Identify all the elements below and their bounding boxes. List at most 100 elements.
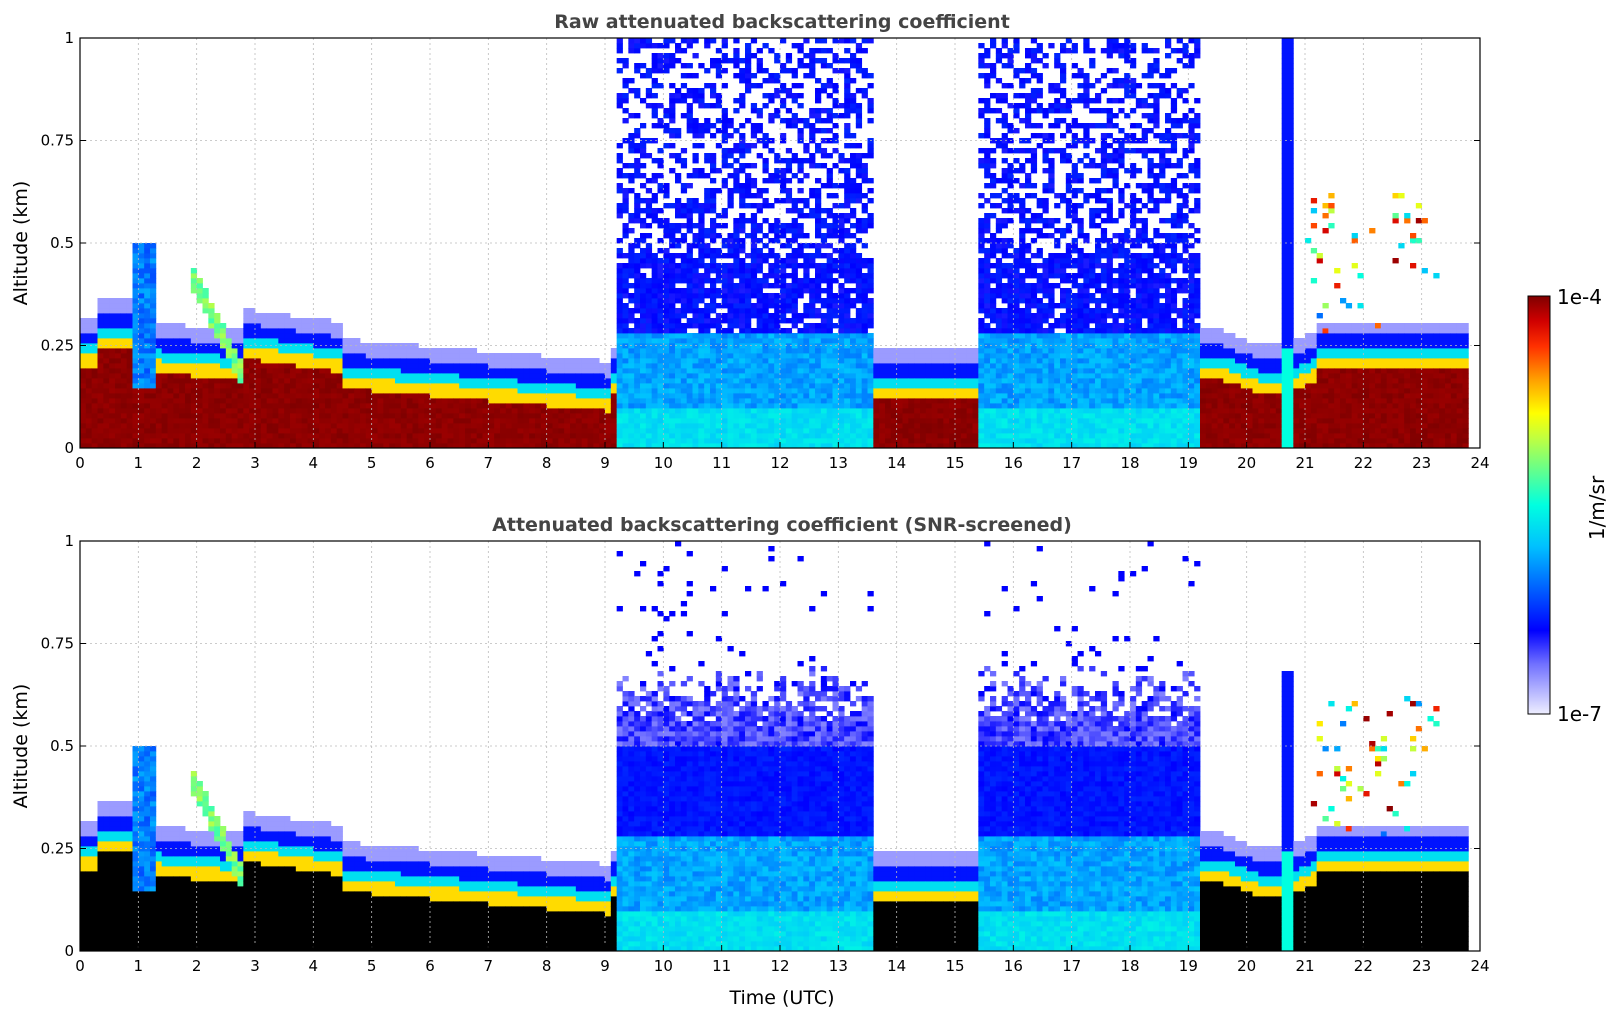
heatmap-cell	[669, 308, 676, 314]
heatmap-cell	[861, 288, 868, 294]
heatmap-cell	[686, 113, 693, 119]
heatmap-cell	[733, 268, 740, 274]
heatmap-cell	[342, 433, 349, 439]
heatmap-cell	[266, 318, 273, 324]
heatmap-cell	[85, 443, 93, 449]
heatmap-cell	[774, 283, 781, 289]
heatmap-cell	[482, 353, 489, 359]
heatmap-cell	[815, 398, 822, 404]
heatmap-cell	[225, 378, 233, 384]
heatmap-cell	[721, 388, 728, 394]
heatmap-cell	[651, 113, 658, 119]
heatmap-cell	[581, 433, 588, 439]
heatmap-cell	[721, 133, 728, 139]
heatmap-cell	[103, 393, 110, 399]
heatmap-cell	[815, 358, 822, 364]
heatmap-cell	[138, 413, 145, 419]
heatmap-cell	[360, 438, 367, 444]
heatmap-cell	[698, 378, 705, 384]
heatmap-cell	[914, 378, 921, 384]
heatmap-cell	[459, 408, 466, 414]
heatmap-cell	[826, 128, 833, 134]
heatmap-cell	[190, 333, 198, 339]
heatmap-cell	[791, 198, 798, 204]
heatmap-cell	[558, 398, 565, 404]
heatmap-cell	[809, 108, 816, 114]
heatmap-cell	[832, 58, 839, 64]
heatmap-cell	[360, 403, 367, 409]
heatmap-cell	[622, 328, 629, 334]
heatmap-cell	[745, 148, 752, 154]
heatmap-cell	[622, 193, 629, 199]
heatmap-cell	[214, 408, 221, 414]
heatmap-cell	[412, 403, 419, 409]
heatmap-cell	[593, 403, 600, 409]
heatmap-cell	[301, 398, 308, 404]
heatmap-cell	[750, 263, 758, 269]
heatmap-cell	[97, 413, 104, 419]
heatmap-cell	[698, 243, 705, 249]
heatmap-cell	[803, 143, 810, 149]
heatmap-cell	[202, 433, 209, 439]
heatmap-cell	[855, 438, 863, 444]
heatmap-cell	[138, 408, 145, 414]
heatmap-cell	[342, 403, 349, 409]
heatmap-cell	[126, 333, 133, 339]
heatmap-cell	[581, 423, 588, 429]
heatmap-cell	[745, 438, 752, 444]
heatmap-cell	[476, 383, 483, 389]
heatmap-cell	[756, 308, 763, 314]
heatmap-cell	[890, 393, 898, 399]
heatmap-cell	[645, 403, 653, 409]
heatmap-cell	[774, 328, 781, 334]
heatmap-cell	[126, 403, 133, 409]
heatmap-cell	[389, 413, 396, 419]
heatmap-cell	[447, 418, 454, 424]
heatmap-cell	[698, 288, 705, 294]
heatmap-cell	[733, 158, 740, 164]
heatmap-cell	[202, 353, 209, 359]
heatmap-cell	[120, 368, 128, 374]
heatmap-cell	[680, 93, 688, 99]
heatmap-cell	[243, 403, 250, 409]
heatmap-cell	[820, 358, 828, 364]
heatmap-cell	[435, 373, 443, 379]
heatmap-cell	[704, 433, 711, 439]
heatmap-cell	[465, 348, 472, 354]
heatmap-cell	[622, 93, 629, 99]
heatmap-cell	[873, 438, 880, 444]
heatmap-cell	[249, 418, 256, 424]
heatmap-cell	[185, 343, 192, 349]
heatmap-cell	[138, 328, 145, 334]
heatmap-cell	[925, 373, 933, 379]
heatmap-cell	[657, 53, 664, 59]
heatmap-cell	[336, 423, 343, 429]
heatmap-cell	[920, 433, 927, 439]
heatmap-cell	[756, 208, 763, 214]
heatmap-cell	[313, 353, 320, 359]
heatmap-cell	[214, 358, 221, 364]
heatmap-cell	[214, 373, 221, 379]
heatmap-cell	[260, 373, 268, 379]
heatmap-cell	[138, 308, 145, 314]
heatmap-cell	[762, 103, 769, 109]
heatmap-cell	[290, 383, 297, 389]
heatmap-cell	[97, 418, 104, 424]
heatmap-cell	[762, 178, 769, 184]
heatmap-cell	[628, 228, 635, 234]
heatmap-cell	[826, 243, 833, 249]
heatmap-cell	[214, 318, 221, 324]
heatmap-cell	[208, 408, 215, 414]
heatmap-cell	[144, 253, 151, 259]
heatmap-cell	[727, 58, 734, 64]
heatmap-cell	[132, 428, 139, 434]
heatmap-cell	[132, 258, 139, 264]
heatmap-cell	[383, 433, 390, 439]
heatmap-cell	[692, 313, 699, 319]
heatmap-cell	[266, 348, 273, 354]
heatmap-cell	[698, 208, 705, 214]
heatmap-cell	[733, 273, 740, 279]
heatmap-cell	[354, 443, 361, 449]
heatmap-cell	[721, 298, 728, 304]
heatmap-cell	[832, 68, 839, 74]
